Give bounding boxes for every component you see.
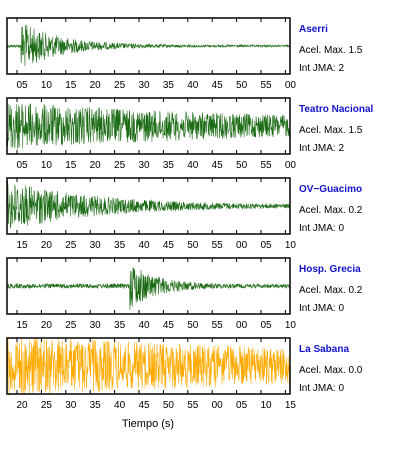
tick-label: 55 bbox=[187, 400, 199, 411]
tick-label: 30 bbox=[90, 240, 102, 251]
tick-label: 35 bbox=[163, 160, 175, 171]
waveform-trace-5 bbox=[6, 336, 291, 396]
tick-label: 30 bbox=[138, 80, 150, 91]
tick-label: 50 bbox=[236, 160, 248, 171]
jma-intensity-label: Int JMA: 2 bbox=[299, 143, 344, 154]
tick-label: 40 bbox=[138, 240, 150, 251]
x-axis-label: Tiempo (s) bbox=[122, 418, 174, 430]
tick-label: 45 bbox=[212, 80, 224, 91]
tick-label: 35 bbox=[163, 80, 175, 91]
tick-label: 05 bbox=[16, 160, 28, 171]
station-name: Hosp. Grecia bbox=[299, 264, 361, 275]
tick-label: 15 bbox=[16, 240, 28, 251]
tick-label: 05 bbox=[260, 240, 272, 251]
panel-frame-5 bbox=[6, 337, 291, 395]
tick-label: 45 bbox=[138, 400, 150, 411]
tick-label: 55 bbox=[212, 320, 224, 331]
station-name: Teatro Nacional bbox=[299, 104, 373, 115]
jma-intensity-label: Int JMA: 0 bbox=[299, 303, 344, 314]
tick-label: 25 bbox=[65, 240, 77, 251]
tick-label: 35 bbox=[114, 320, 126, 331]
tick-label: 25 bbox=[65, 320, 77, 331]
tick-label: 50 bbox=[187, 320, 199, 331]
tick-label: 30 bbox=[138, 160, 150, 171]
tick-label: 10 bbox=[41, 80, 53, 91]
tick-label: 20 bbox=[41, 320, 53, 331]
tick-label: 15 bbox=[16, 320, 28, 331]
waveform-trace-4 bbox=[6, 267, 291, 310]
tick-label: 05 bbox=[236, 400, 248, 411]
station-name: Aserri bbox=[299, 24, 328, 35]
tick-label: 00 bbox=[285, 80, 297, 91]
tick-label: 55 bbox=[212, 240, 224, 251]
max-acceleration-label: Acel. Max. 1.5 bbox=[299, 45, 363, 56]
max-acceleration-label: Acel. Max. 1.5 bbox=[299, 125, 363, 136]
tick-label: 40 bbox=[187, 160, 199, 171]
tick-label: 20 bbox=[90, 160, 102, 171]
tick-label: 20 bbox=[41, 240, 53, 251]
panel-frame-2 bbox=[6, 97, 291, 155]
tick-label: 40 bbox=[114, 400, 126, 411]
tick-label: 10 bbox=[260, 400, 272, 411]
tick-label: 35 bbox=[90, 400, 102, 411]
tick-label: 05 bbox=[16, 80, 28, 91]
station-name: OV−Guacimo bbox=[299, 184, 362, 195]
tick-label: 50 bbox=[236, 80, 248, 91]
waveform-trace-2 bbox=[6, 103, 291, 150]
station-name: La Sabana bbox=[299, 344, 349, 355]
tick-label: 00 bbox=[212, 400, 224, 411]
tick-label: 45 bbox=[163, 240, 175, 251]
tick-label: 00 bbox=[236, 320, 248, 331]
tick-label: 05 bbox=[260, 320, 272, 331]
tick-label: 10 bbox=[41, 160, 53, 171]
jma-intensity-label: Int JMA: 0 bbox=[299, 383, 344, 394]
panel-frame-3 bbox=[6, 177, 291, 235]
tick-label: 10 bbox=[285, 320, 297, 331]
tick-label: 30 bbox=[65, 400, 77, 411]
tick-label: 00 bbox=[285, 160, 297, 171]
tick-label: 45 bbox=[163, 320, 175, 331]
tick-label: 25 bbox=[114, 80, 126, 91]
tick-label: 40 bbox=[187, 80, 199, 91]
max-acceleration-label: Acel. Max. 0.0 bbox=[299, 365, 363, 376]
tick-label: 50 bbox=[187, 240, 199, 251]
tick-label: 15 bbox=[65, 160, 77, 171]
panel-frame-1 bbox=[6, 17, 291, 75]
jma-intensity-label: Int JMA: 0 bbox=[299, 223, 344, 234]
jma-intensity-label: Int JMA: 2 bbox=[299, 63, 344, 74]
tick-label: 20 bbox=[16, 400, 28, 411]
tick-label: 15 bbox=[285, 400, 297, 411]
tick-label: 55 bbox=[260, 160, 272, 171]
tick-label: 35 bbox=[114, 240, 126, 251]
tick-label: 20 bbox=[90, 80, 102, 91]
tick-label: 30 bbox=[90, 320, 102, 331]
tick-label: 50 bbox=[163, 400, 175, 411]
panel-frame-4 bbox=[6, 257, 291, 315]
tick-label: 25 bbox=[114, 160, 126, 171]
tick-label: 40 bbox=[138, 320, 150, 331]
tick-label: 45 bbox=[212, 160, 224, 171]
waveform-trace-3 bbox=[6, 181, 291, 229]
tick-label: 55 bbox=[260, 80, 272, 91]
tick-label: 25 bbox=[41, 400, 53, 411]
waveform-trace-1 bbox=[6, 24, 291, 66]
tick-label: 15 bbox=[65, 80, 77, 91]
max-acceleration-label: Acel. Max. 0.2 bbox=[299, 205, 363, 216]
max-acceleration-label: Acel. Max. 0.2 bbox=[299, 285, 363, 296]
tick-label: 10 bbox=[285, 240, 297, 251]
tick-label: 00 bbox=[236, 240, 248, 251]
